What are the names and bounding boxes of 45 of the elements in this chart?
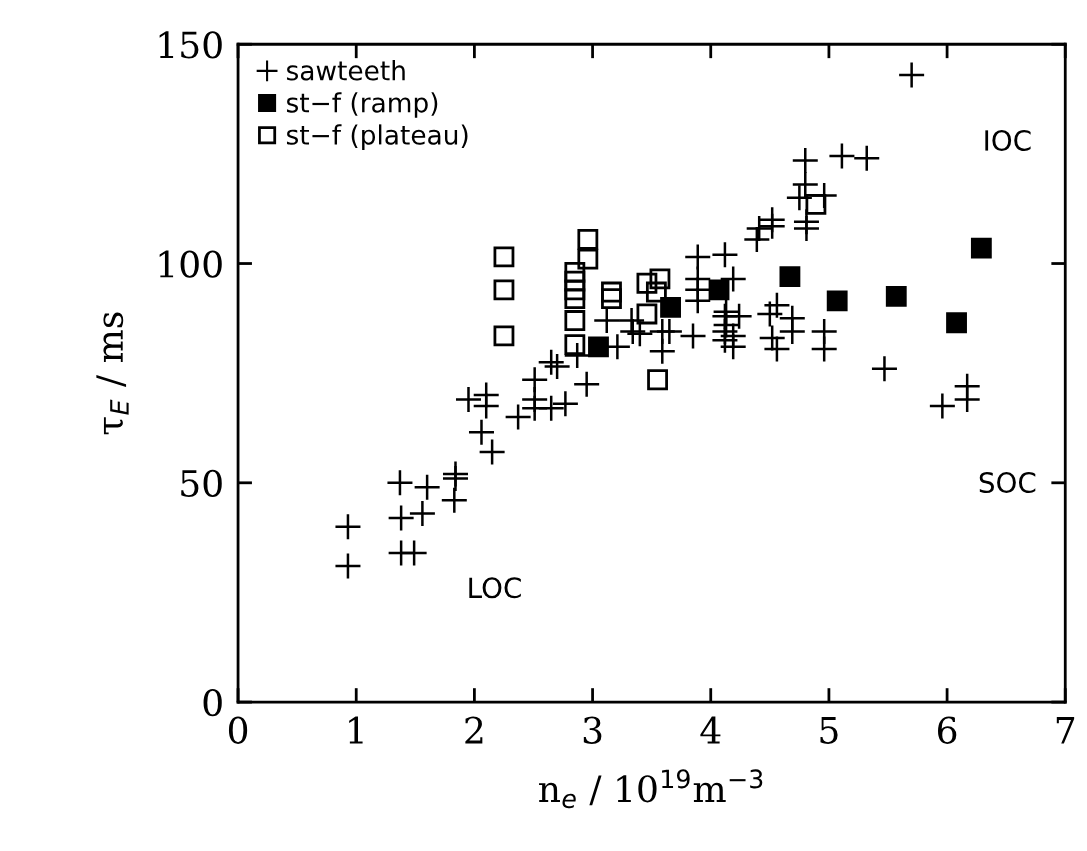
point (826, 290, 848, 312)
point (649, 268, 671, 290)
point (601, 288, 622, 310)
point (493, 246, 515, 268)
annotation: LOC (469, 577, 521, 599)
point (805, 193, 827, 215)
y-tick-label: 150 (159, 31, 222, 59)
point (636, 303, 658, 325)
point (660, 296, 681, 318)
point (564, 279, 586, 301)
legend-label: st−f (ramp) (286, 92, 438, 118)
y-tick-label: 50 (181, 469, 222, 498)
point (946, 312, 967, 334)
y-axis-title: τ$_{E}$ / ms (96, 312, 129, 435)
point (493, 325, 515, 347)
point (577, 228, 599, 250)
x-tick-label: 1 (349, 716, 363, 744)
annotation: SOC (979, 472, 1036, 494)
legend-label: sawteeth (286, 60, 405, 81)
point (647, 369, 668, 391)
point (645, 281, 667, 303)
point (885, 286, 907, 307)
x-tick-label: 3 (583, 716, 602, 744)
y-tick-label: 100 (159, 250, 222, 278)
point (493, 279, 515, 301)
point (636, 272, 658, 294)
point (588, 336, 609, 358)
point (779, 266, 801, 288)
x-tick-label: 2 (465, 716, 483, 744)
annotation: IOC (985, 129, 1031, 151)
point (601, 281, 622, 303)
x-tick-label: 4 (700, 716, 721, 744)
point (708, 279, 730, 301)
x-tick-label: 0 (228, 716, 248, 744)
point (564, 310, 586, 331)
x-tick-label: 6 (938, 716, 957, 744)
x-axis-title: n$_{e}$ / 10$^{19}$m$^{−3}$ (539, 769, 763, 809)
legend-label: st−f (plateau) (286, 124, 468, 150)
point (564, 288, 586, 310)
point (564, 334, 586, 356)
point (970, 237, 992, 259)
x-tick-label: 5 (820, 717, 838, 744)
y-tick-label: 0 (203, 688, 222, 717)
point (577, 248, 599, 270)
x-tick-label: 7 (1056, 717, 1075, 744)
